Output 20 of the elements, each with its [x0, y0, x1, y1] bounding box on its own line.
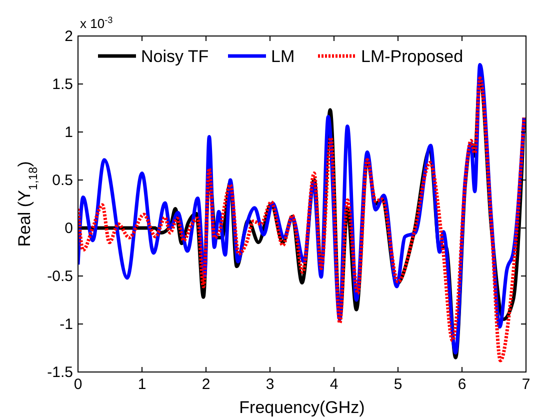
y-tick-label: -1 [60, 316, 73, 333]
y-tick-label: 2 [64, 28, 73, 45]
text: x 10$^{-3}$ [80, 15, 113, 31]
x-tick-label: 6 [458, 376, 466, 393]
x-tick-label: 4 [330, 376, 338, 393]
x-tick-label: 2 [202, 376, 210, 393]
x-tick-label: 5 [394, 376, 402, 393]
y-tick-label: -0.5 [47, 268, 73, 285]
x-axis-title: Frequency(GHz) [239, 398, 365, 417]
y-tick-label: 0 [64, 220, 73, 237]
y-tick-label: -1.5 [47, 364, 73, 381]
legend-label: LM-Proposed [361, 47, 464, 66]
legend-label: Noisy TF [141, 47, 209, 66]
y-tick-label: 1.5 [52, 76, 73, 93]
y-tick-label: 0.5 [52, 172, 73, 189]
x-tick-label: 3 [266, 376, 274, 393]
x-tick-label: 1 [138, 376, 146, 393]
x-tick-label: 7 [522, 376, 530, 393]
y-tick-label: 1 [64, 124, 73, 141]
legend-label: LM [271, 47, 295, 66]
